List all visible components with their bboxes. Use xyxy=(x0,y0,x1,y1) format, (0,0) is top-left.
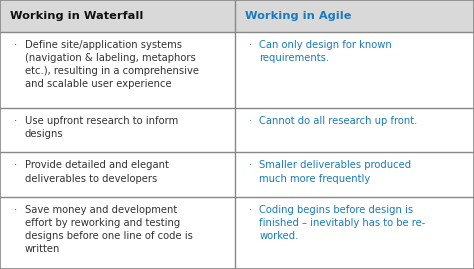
Text: ·: · xyxy=(14,40,18,50)
Text: ·: · xyxy=(14,160,18,171)
Text: ·: · xyxy=(249,205,252,215)
Text: Save money and development
effort by reworking and testing
designs before one li: Save money and development effort by rew… xyxy=(25,205,192,254)
Text: Coding begins before design is
finished – inevitably has to be re-
worked.: Coding begins before design is finished … xyxy=(259,205,426,241)
Text: Working in Agile: Working in Agile xyxy=(245,11,352,21)
Text: Provide detailed and elegant
deliverables to developers: Provide detailed and elegant deliverable… xyxy=(25,160,169,184)
Text: ·: · xyxy=(249,160,252,171)
Text: Smaller deliverables produced
much more frequently: Smaller deliverables produced much more … xyxy=(259,160,411,184)
Text: Cannot do all research up front.: Cannot do all research up front. xyxy=(259,116,418,126)
Text: ·: · xyxy=(249,116,252,126)
Text: Use upfront research to inform
designs: Use upfront research to inform designs xyxy=(25,116,178,139)
Text: Define site/application systems
(navigation & labeling, metaphors
etc.), resulti: Define site/application systems (navigat… xyxy=(25,40,199,89)
Text: Working in Waterfall: Working in Waterfall xyxy=(10,11,144,21)
Text: ·: · xyxy=(249,40,252,50)
Text: ·: · xyxy=(14,205,18,215)
Text: ·: · xyxy=(14,116,18,126)
Text: Can only design for known
requirements.: Can only design for known requirements. xyxy=(259,40,392,63)
Bar xyxy=(0,0,474,32)
